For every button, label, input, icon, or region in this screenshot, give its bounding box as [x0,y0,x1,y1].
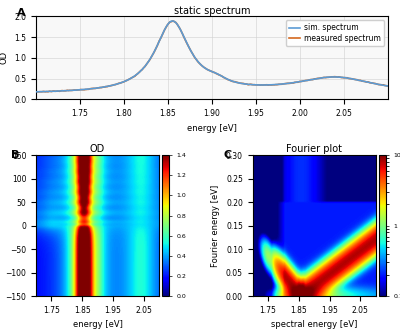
Text: A: A [17,8,25,18]
sim. spectrum [386,84,390,88]
measured spectrum [309,78,314,82]
Line: sim. spectrum: sim. spectrum [36,21,388,92]
Text: B: B [11,150,20,160]
measured spectrum [34,90,38,94]
Y-axis label: OD: OD [0,51,8,64]
sim. spectrum [189,50,194,54]
sim. spectrum [170,19,175,23]
sim. spectrum [70,89,74,92]
sim. spectrum [315,77,320,81]
sim. spectrum [276,83,280,87]
Title: static spectrum: static spectrum [174,6,250,16]
Title: Fourier plot: Fourier plot [286,144,342,154]
sim. spectrum [34,90,38,94]
measured spectrum [70,89,75,92]
Title: OD: OD [90,144,105,154]
sim. spectrum [308,78,313,82]
Text: C: C [223,150,231,160]
Y-axis label: Fourier energy [eV]: Fourier energy [eV] [211,185,220,267]
measured spectrum [315,76,320,80]
sim. spectrum [176,25,181,29]
measured spectrum [276,82,281,86]
measured spectrum [189,50,194,54]
X-axis label: energy [eV]: energy [eV] [187,124,237,133]
X-axis label: energy [eV]: energy [eV] [73,320,122,329]
Legend: sim. spectrum, measured spectrum: sim. spectrum, measured spectrum [286,20,384,46]
measured spectrum [386,84,390,88]
X-axis label: spectral energy [eV]: spectral energy [eV] [271,320,358,329]
measured spectrum [177,25,182,29]
measured spectrum [171,19,176,23]
measured spectrum [35,90,40,94]
Line: measured spectrum: measured spectrum [36,21,388,92]
